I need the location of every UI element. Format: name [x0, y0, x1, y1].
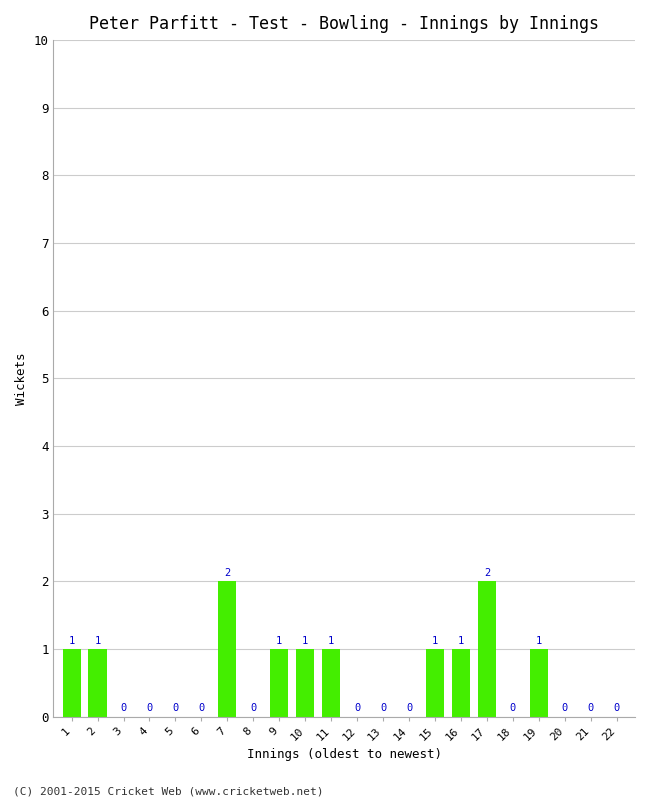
Text: 1: 1	[536, 636, 542, 646]
Text: 0: 0	[562, 703, 568, 714]
Text: 0: 0	[588, 703, 594, 714]
Text: 0: 0	[172, 703, 179, 714]
Text: 1: 1	[276, 636, 282, 646]
Bar	[478, 582, 496, 717]
Text: 1: 1	[68, 636, 75, 646]
Text: 0: 0	[380, 703, 386, 714]
Text: 1: 1	[458, 636, 464, 646]
Text: 1: 1	[432, 636, 438, 646]
Y-axis label: Wickets: Wickets	[15, 352, 28, 405]
Title: Peter Parfitt - Test - Bowling - Innings by Innings: Peter Parfitt - Test - Bowling - Innings…	[89, 15, 599, 33]
Bar	[88, 649, 107, 717]
Bar	[296, 649, 315, 717]
Text: 0: 0	[250, 703, 257, 714]
Bar	[270, 649, 289, 717]
Text: 1: 1	[302, 636, 308, 646]
Text: 0: 0	[510, 703, 516, 714]
Text: 1: 1	[328, 636, 334, 646]
Text: 0: 0	[120, 703, 127, 714]
X-axis label: Innings (oldest to newest): Innings (oldest to newest)	[247, 748, 442, 761]
Text: 0: 0	[406, 703, 412, 714]
Text: 1: 1	[94, 636, 101, 646]
Bar	[530, 649, 548, 717]
Text: 2: 2	[484, 568, 490, 578]
Text: 2: 2	[224, 568, 231, 578]
Bar	[62, 649, 81, 717]
Bar	[218, 582, 237, 717]
Bar	[426, 649, 444, 717]
Text: 0: 0	[146, 703, 153, 714]
Bar	[452, 649, 470, 717]
Text: (C) 2001-2015 Cricket Web (www.cricketweb.net): (C) 2001-2015 Cricket Web (www.cricketwe…	[13, 786, 324, 796]
Text: 0: 0	[198, 703, 205, 714]
Text: 0: 0	[614, 703, 620, 714]
Text: 0: 0	[354, 703, 360, 714]
Bar	[322, 649, 341, 717]
